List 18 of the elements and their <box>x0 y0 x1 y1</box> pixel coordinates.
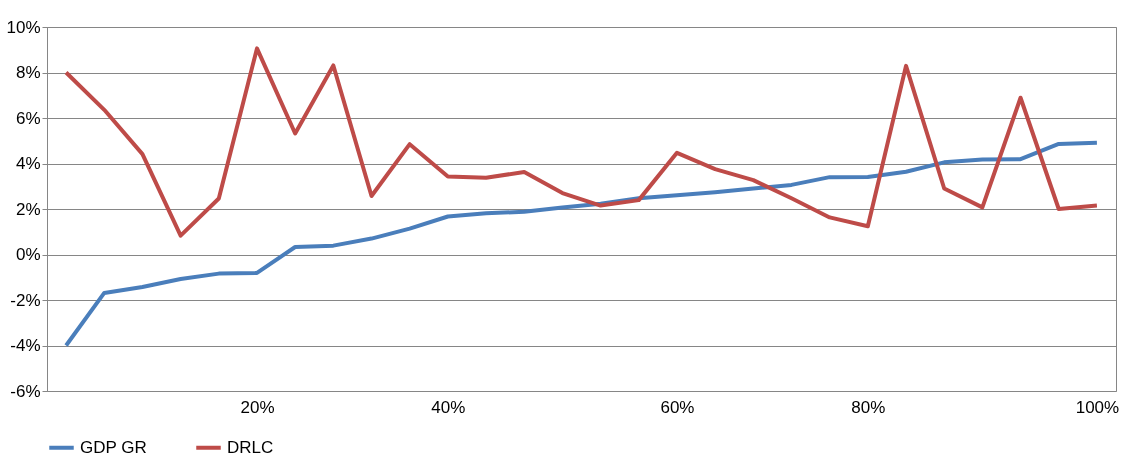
legend-label: DRLC <box>227 437 274 457</box>
y-tick-label: -6% <box>10 381 41 401</box>
y-tick-label: 10% <box>6 17 41 37</box>
legend-label: GDP GR <box>80 437 147 457</box>
y-tick-label: -4% <box>10 336 41 355</box>
x-tick-label: 20% <box>240 397 275 417</box>
y-tick-label: 6% <box>15 108 41 128</box>
line-series <box>64 140 1099 348</box>
x-tick-label: 100% <box>1075 397 1120 417</box>
x-tick-label: 60% <box>660 397 695 417</box>
y-tick-label: -2% <box>10 290 41 310</box>
x-tick-label: 40% <box>431 397 466 417</box>
x-tick-label: 80% <box>851 397 886 417</box>
y-tick-label: 8% <box>15 63 41 82</box>
y-tick-label: 2% <box>15 199 41 219</box>
line-series <box>64 46 1099 238</box>
y-tick-label: 0% <box>15 245 41 264</box>
y-tick-label: 4% <box>15 154 41 173</box>
